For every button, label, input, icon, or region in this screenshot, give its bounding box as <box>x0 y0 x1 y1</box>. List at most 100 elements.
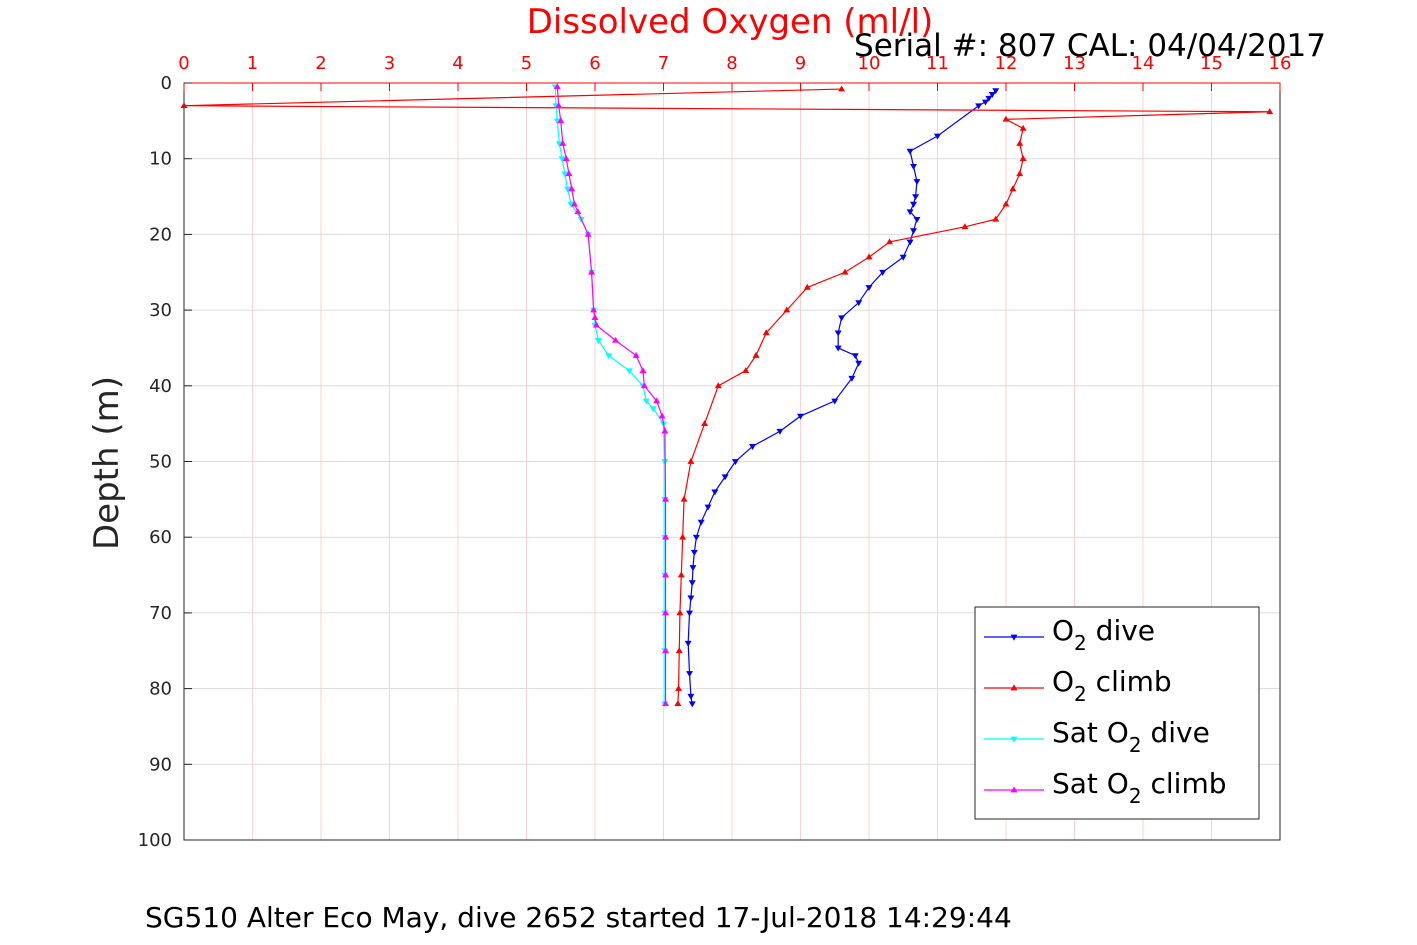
data-point <box>553 83 561 90</box>
data-point <box>675 647 683 654</box>
data-point <box>640 382 648 389</box>
x-tick-label: 7 <box>658 53 669 74</box>
data-point <box>686 671 694 678</box>
data-point <box>855 300 863 307</box>
data-point <box>906 148 914 155</box>
data-point <box>886 238 894 245</box>
data-point <box>594 338 602 344</box>
data-point <box>1002 200 1010 207</box>
data-point <box>662 571 670 578</box>
y-tick-label: 90 <box>149 754 172 775</box>
x-tick-label: 11 <box>926 53 949 74</box>
data-point <box>913 216 921 223</box>
data-point <box>674 700 682 707</box>
data-point <box>992 88 1000 95</box>
legend-swatch-marker <box>1010 786 1018 793</box>
data-point <box>649 406 657 413</box>
x-tick-label: 5 <box>521 53 532 74</box>
data-point <box>910 163 917 170</box>
series-line <box>687 90 997 704</box>
data-point <box>570 200 578 207</box>
data-point <box>562 155 570 162</box>
data-point <box>1019 124 1027 131</box>
data-point <box>690 550 698 556</box>
x-tick-label: 14 <box>1132 53 1155 74</box>
data-point <box>1019 155 1027 162</box>
data-point <box>676 609 684 616</box>
data-point <box>851 353 859 360</box>
data-point <box>855 360 863 367</box>
data-point <box>680 495 688 502</box>
data-point <box>642 398 650 405</box>
y-tick-label: 0 <box>161 73 172 94</box>
y-tick-label: 80 <box>149 679 172 700</box>
data-point <box>865 285 873 291</box>
data-point <box>1009 185 1017 192</box>
data-point <box>838 315 846 322</box>
data-point <box>679 533 687 540</box>
y-tick-label: 30 <box>149 300 172 321</box>
y-axis: 0 10 20 30 40 50 60 70 80 90 100 <box>138 73 192 851</box>
x-tick-label: 10 <box>858 53 881 74</box>
data-point <box>568 185 576 192</box>
legend-swatch-marker <box>1010 684 1018 691</box>
data-point <box>752 351 760 358</box>
legend-swatch-marker <box>1010 634 1018 641</box>
data-point <box>588 268 596 275</box>
x-tick-label: 12 <box>995 53 1018 74</box>
data-point <box>692 534 700 541</box>
data-point <box>961 223 969 230</box>
data-point <box>639 367 647 373</box>
data-point <box>912 194 920 201</box>
data-point <box>701 420 709 426</box>
data-point <box>559 139 567 146</box>
x-tick-label: 6 <box>589 53 600 74</box>
data-point <box>776 428 784 435</box>
data-point <box>865 253 873 260</box>
y-tick-label: 70 <box>149 603 172 624</box>
data-point <box>906 209 914 216</box>
x-tick-label: 3 <box>384 53 395 74</box>
data-point <box>565 170 573 177</box>
legend-entry: Sat O2 dive <box>984 716 1210 757</box>
legend-label: Sat O2 dive <box>1052 716 1210 757</box>
data-point <box>574 208 582 215</box>
legend-label: Sat O2 climb <box>1052 767 1227 808</box>
data-point <box>711 489 719 496</box>
data-point <box>988 92 996 98</box>
data-point <box>879 269 887 276</box>
x-axis: 0 1 2 3 4 5 6 7 8 9 10 11 12 13 14 15 16 <box>178 53 1291 91</box>
y-tick-label: 20 <box>149 224 172 245</box>
x-tick-label: 0 <box>178 53 189 74</box>
data-point <box>838 85 846 92</box>
x-tick-label: 13 <box>1063 53 1086 74</box>
data-point <box>688 580 696 587</box>
legend-entry: O2 climb <box>984 665 1172 706</box>
data-point <box>590 306 598 313</box>
data-point <box>783 306 791 313</box>
data-point <box>1016 139 1024 146</box>
y-axis-label: Depth (m) <box>87 376 127 550</box>
y-tick-label: 10 <box>149 149 172 170</box>
y-tick-label: 100 <box>138 830 172 851</box>
data-point <box>992 215 1000 222</box>
data-point <box>612 336 620 343</box>
x-tick-label: 15 <box>1200 53 1223 74</box>
data-point <box>934 133 941 140</box>
data-point <box>762 329 770 336</box>
x-tick-label: 8 <box>726 53 737 74</box>
data-point <box>689 565 697 572</box>
data-point <box>803 283 811 290</box>
data-point <box>584 230 592 237</box>
data-point <box>981 99 989 106</box>
data-point <box>561 171 569 178</box>
series-sat-o2-climb <box>553 83 670 707</box>
series-o2-climb <box>180 85 1274 707</box>
data-point <box>661 427 669 434</box>
data-point <box>985 95 993 102</box>
data-point <box>688 701 696 708</box>
series-line <box>556 86 667 704</box>
data-point <box>592 321 600 328</box>
data-point <box>906 239 914 246</box>
data-point <box>591 314 599 320</box>
